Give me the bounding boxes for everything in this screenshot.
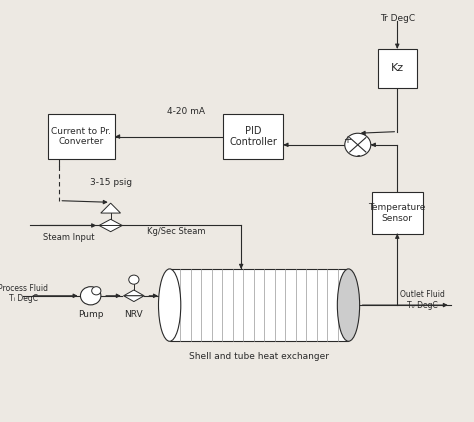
- Bar: [170, 269, 348, 341]
- Text: PID
Controller: PID Controller: [229, 126, 277, 147]
- Text: Shell and tube heat exchanger: Shell and tube heat exchanger: [189, 352, 329, 361]
- Text: NRV: NRV: [125, 310, 143, 319]
- Text: +: +: [343, 135, 351, 145]
- Bar: [223, 114, 283, 159]
- Polygon shape: [99, 219, 122, 225]
- Text: -: -: [356, 150, 359, 160]
- Text: Process Fluid
Tᵢ DegC: Process Fluid Tᵢ DegC: [0, 284, 48, 303]
- Text: 3-15 psig: 3-15 psig: [90, 178, 132, 187]
- Circle shape: [345, 133, 371, 157]
- Polygon shape: [124, 290, 144, 296]
- Bar: [377, 49, 417, 88]
- Circle shape: [91, 287, 101, 295]
- Polygon shape: [101, 203, 120, 213]
- Polygon shape: [99, 225, 122, 232]
- Circle shape: [129, 275, 139, 284]
- Circle shape: [81, 287, 101, 305]
- Text: Temperature
Sensor: Temperature Sensor: [369, 203, 426, 223]
- Text: Tr DegC: Tr DegC: [380, 14, 415, 23]
- Text: Current to Pr.
Converter: Current to Pr. Converter: [51, 127, 111, 146]
- Text: Kg/Sec Steam: Kg/Sec Steam: [147, 227, 206, 236]
- Text: 4-20 mA: 4-20 mA: [167, 107, 205, 116]
- Ellipse shape: [158, 269, 181, 341]
- Ellipse shape: [337, 269, 360, 341]
- Bar: [48, 114, 115, 159]
- Text: Kz: Kz: [391, 63, 404, 73]
- Text: Steam Input: Steam Input: [43, 233, 95, 242]
- Text: Outlet Fluid
Tₒ DegC: Outlet Fluid Tₒ DegC: [401, 290, 445, 310]
- Text: Pump: Pump: [78, 310, 103, 319]
- Polygon shape: [124, 296, 144, 302]
- Bar: [372, 192, 423, 234]
